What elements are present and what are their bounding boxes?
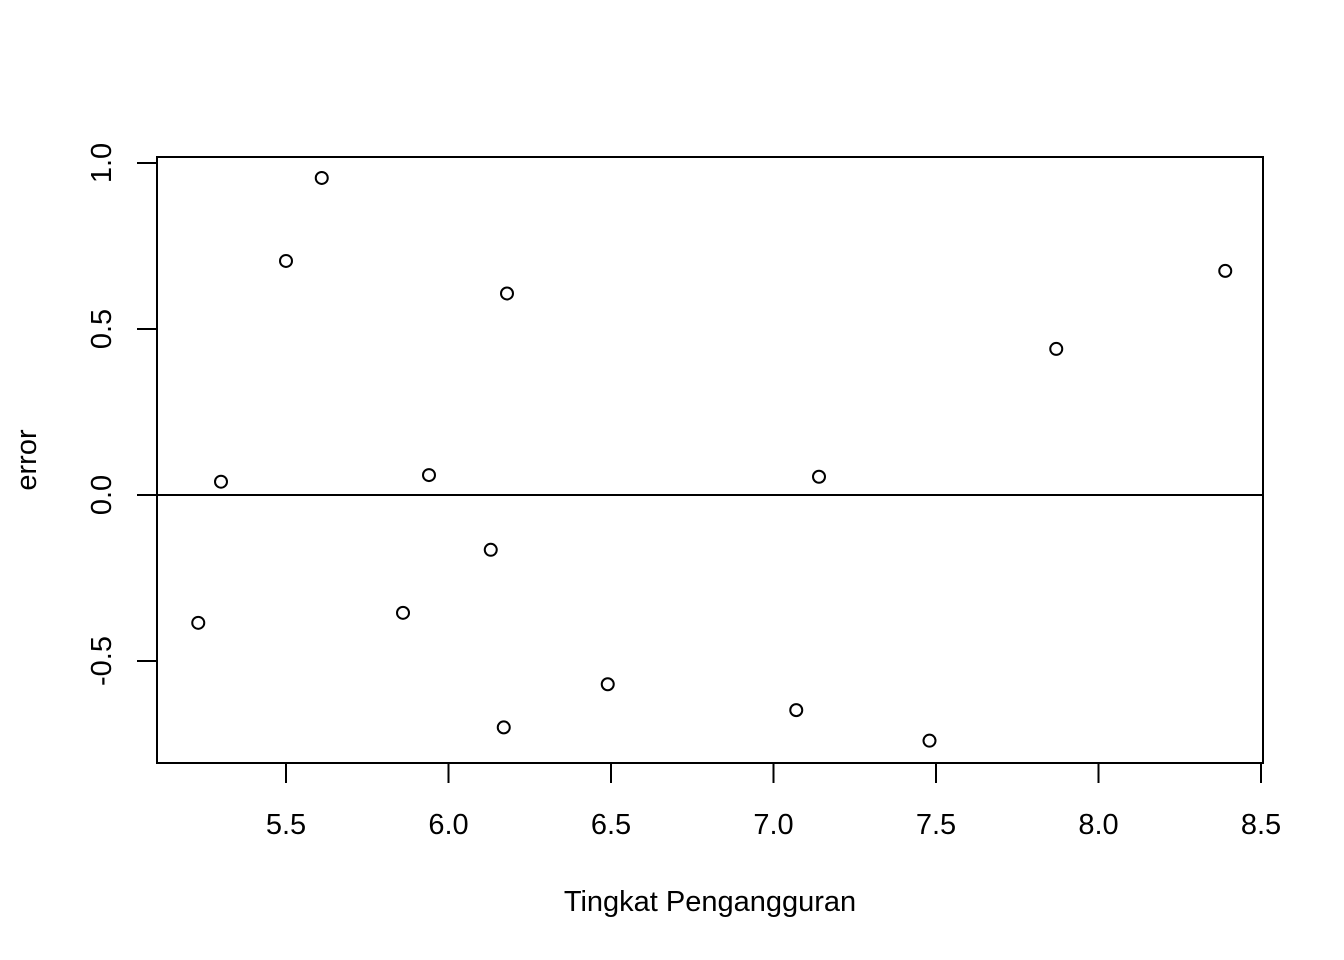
x-tick-label: 8.5 — [1241, 809, 1281, 841]
y-tick-label: 1.0 — [86, 143, 118, 183]
data-point — [314, 170, 329, 185]
x-tick-label: 8.0 — [1078, 809, 1118, 841]
x-axis: 5.5 6.0 6.5 7.0 7.5 8.0 8.5 — [266, 762, 1281, 841]
data-point — [191, 615, 206, 630]
y-tick-label: -0.5 — [86, 636, 118, 686]
data-point — [812, 469, 826, 484]
x-tick-label: 7.5 — [916, 809, 956, 841]
data-point — [483, 542, 498, 557]
data-point — [214, 474, 228, 489]
x-tick-label: 6.5 — [591, 809, 631, 841]
y-axis: -0.5 0.0 0.5 1.0 — [86, 143, 158, 686]
y-tick-label: 0.0 — [86, 475, 118, 515]
x-tick-label: 5.5 — [266, 809, 306, 841]
data-point — [496, 720, 511, 735]
data-points — [191, 170, 1233, 748]
x-tick-label: 7.0 — [753, 809, 793, 841]
data-point — [422, 468, 436, 483]
data-point — [922, 733, 937, 748]
data-point — [600, 677, 615, 692]
data-point — [789, 703, 804, 718]
data-point — [396, 605, 410, 620]
y-axis-title: error — [11, 429, 43, 491]
data-point — [1218, 263, 1233, 278]
data-point — [279, 253, 293, 268]
plot-frame — [156, 156, 1264, 764]
y-tick-label: 0.5 — [86, 309, 118, 349]
data-point — [500, 286, 514, 301]
x-axis-title: Tingkat Pengangguran — [564, 886, 856, 918]
x-tick-label: 6.0 — [428, 809, 468, 841]
data-point — [1049, 341, 1064, 356]
